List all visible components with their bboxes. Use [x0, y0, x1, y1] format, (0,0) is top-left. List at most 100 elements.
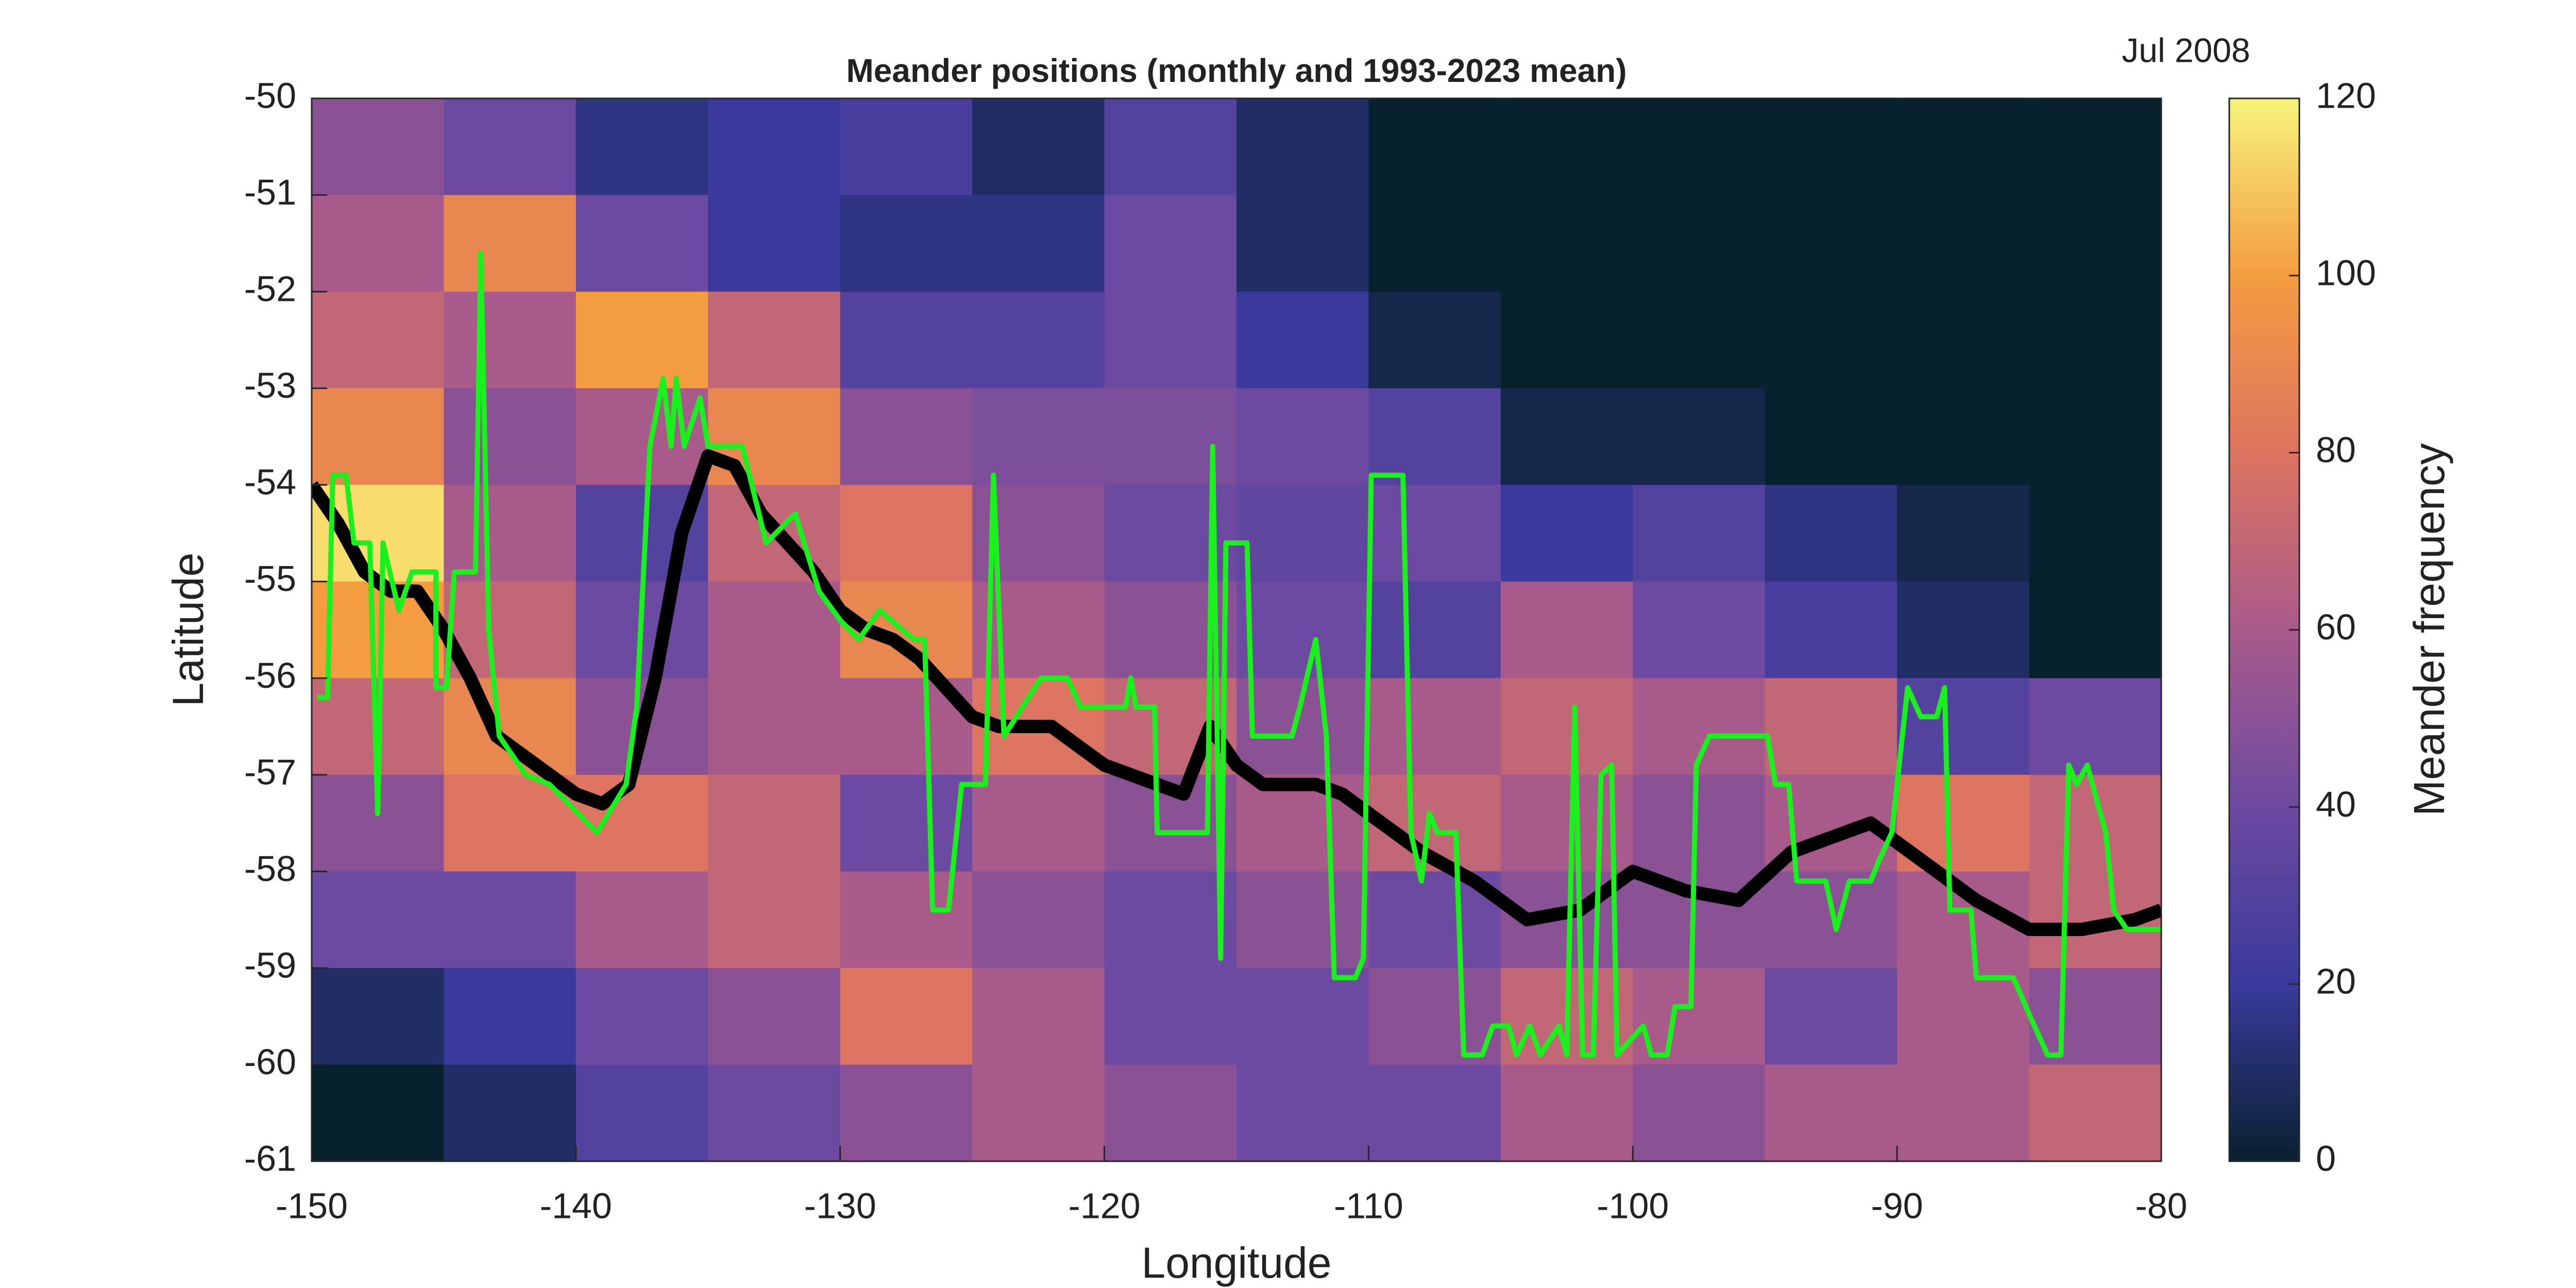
heatmap-cell [840, 1064, 973, 1162]
heatmap-cell [708, 388, 841, 485]
heatmap-cell [840, 388, 973, 485]
heatmap-cell [1368, 485, 1501, 582]
heatmap-cell [972, 774, 1105, 872]
line [317, 250, 2161, 1058]
heatmap-cell [312, 1064, 444, 1162]
heatmap-cell [1765, 195, 1897, 292]
heatmap-cell [1633, 1064, 1766, 1162]
heatmap-cell [708, 968, 841, 1065]
heatmap-cell [1500, 388, 1633, 485]
heatmap-cell [1368, 1064, 1501, 1162]
heatmap-cell [1104, 388, 1237, 485]
x-tick-label: -140 [540, 1185, 612, 1226]
heatmap-cell [1500, 678, 1633, 775]
heatmap-cell [2029, 581, 2162, 679]
heatmap-cell [1500, 195, 1633, 292]
heatmap-cell [972, 388, 1105, 485]
heatmap-cell [1633, 292, 1766, 389]
heatmap-cell [1368, 292, 1501, 389]
heatmap-cell [1104, 871, 1237, 969]
y-axis-label: Latitude [164, 553, 212, 707]
heatmap-cell [1897, 1064, 2030, 1162]
heatmap-cell [1500, 1064, 1633, 1162]
line [312, 449, 2161, 936]
heatmap-cell [1765, 485, 1897, 582]
heatmap-cell [312, 292, 444, 389]
heatmap-cell [2029, 968, 2162, 1065]
heatmap-cell [1633, 98, 1766, 196]
heatmap-cell [1500, 581, 1633, 679]
heatmap-cell [1236, 195, 1369, 292]
heatmap-cell [1765, 968, 1897, 1065]
y-tick-label: -56 [244, 655, 296, 696]
heatmap-cell [444, 485, 577, 582]
colorbar-tick-label: 100 [2316, 252, 2376, 293]
heatmap-cell [1897, 98, 2030, 196]
heatmap-cell [1633, 581, 1766, 679]
heatmap-cell [708, 98, 841, 196]
heatmap-cell [1500, 292, 1633, 389]
heatmap-cell [575, 871, 708, 969]
heatmap-cell [1897, 292, 2030, 389]
heatmap-cell [575, 98, 708, 196]
heatmap-cell [1368, 195, 1501, 292]
y-tick-label: -52 [244, 269, 296, 309]
heatmap-cell [2029, 485, 2162, 582]
plot-frame [311, 97, 2162, 1162]
colorbar-tick-label: 120 [2316, 75, 2376, 115]
heatmap-cell [2029, 195, 2162, 292]
heatmap-cell [1368, 388, 1501, 485]
heatmap-cell [444, 388, 577, 485]
y-tick-label: -55 [244, 558, 296, 599]
heatmap-cell [312, 388, 444, 485]
colorbar-tick-label: 40 [2316, 784, 2356, 824]
heatmap-cell [1104, 98, 1237, 196]
heatmap-cell [2029, 98, 2162, 196]
x-axis-label: Longitude [1141, 1239, 1331, 1287]
x-tick-label: -150 [276, 1185, 348, 1226]
y-tick-label: -51 [244, 172, 296, 212]
colorbar [2228, 97, 2300, 1162]
y-tick-label: -54 [244, 462, 296, 502]
x-tick-label: -100 [1597, 1185, 1669, 1226]
heatmap-cell [1236, 292, 1369, 389]
y-tick-label: -61 [244, 1138, 296, 1178]
heatmap-cell [1633, 195, 1766, 292]
colorbar-label: Meander frequency [2405, 443, 2453, 816]
heatmap-cell [575, 774, 708, 872]
colorbar-tick-label: 80 [2316, 430, 2356, 470]
heatmap-cell [708, 292, 841, 389]
heatmap-cell [312, 195, 444, 292]
heatmap-cell [2029, 678, 2162, 775]
heatmap-cell [575, 968, 708, 1065]
heatmap-cell [840, 968, 973, 1065]
heatmap [312, 98, 2162, 1162]
heatmap-cell [444, 292, 577, 389]
heatmap-cell [2029, 388, 2162, 485]
heatmap-cell [972, 195, 1105, 292]
heatmap-cell [575, 195, 708, 292]
heatmap-cell [1765, 871, 1897, 969]
heatmap-cell [972, 98, 1105, 196]
chart-title: Meander positions (monthly and 1993-2023… [846, 52, 1626, 89]
x-tick-label: -110 [1334, 1185, 1403, 1226]
heatmap-cell [1500, 485, 1633, 582]
heatmap-cell [1236, 98, 1369, 196]
heatmap-cell [1897, 388, 2030, 485]
heatmap-cell [1765, 98, 1897, 196]
x-tick-label: -130 [804, 1185, 876, 1226]
heatmap-cell [1236, 968, 1369, 1065]
heatmap-cell [840, 98, 973, 196]
heatmap-cell [972, 1064, 1105, 1162]
x-tick-label: -90 [1871, 1185, 1923, 1226]
heatmap-cell [1897, 581, 2030, 679]
y-tick-label: -58 [244, 849, 296, 889]
heatmap-cell [1765, 388, 1897, 485]
heatmap-cell [708, 678, 841, 775]
heatmap-cell [444, 1064, 577, 1162]
heatmap-cell [1104, 195, 1237, 292]
colorbar-tick-label: 20 [2316, 961, 2356, 1002]
x-tick-label: -120 [1069, 1185, 1141, 1226]
heatmap-cell [840, 292, 973, 389]
heatmap-cell [708, 871, 841, 969]
